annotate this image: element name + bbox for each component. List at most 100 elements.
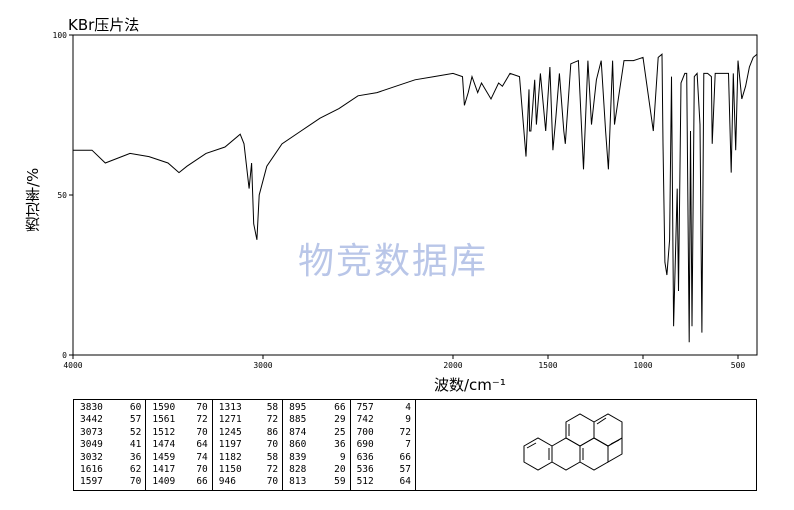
- peak-transmittance: 58: [266, 451, 279, 463]
- peak-wavenumber: 1561: [152, 414, 176, 426]
- peak-wavenumber: 742: [356, 414, 374, 426]
- peak-wavenumber: 1459: [152, 451, 176, 463]
- peak-wavenumber: 690: [356, 439, 374, 451]
- peak-row: 874 25: [289, 427, 345, 439]
- peak-wavenumber: 813: [289, 476, 307, 488]
- peak-column-1: 3830 60 3442 57 3073 52 3049 41 3032 36 1616 62 1597…: [74, 400, 147, 490]
- peak-transmittance: 70: [129, 476, 142, 488]
- peak-transmittance: 60: [129, 402, 142, 413]
- peak-wavenumber: 3442: [80, 414, 103, 426]
- peak-row: 1313 58: [219, 402, 278, 414]
- peak-row: 1561 72: [152, 414, 207, 426]
- peak-wavenumber: 946: [218, 476, 236, 488]
- x-tick-label: 2000: [443, 361, 462, 370]
- peak-row: 1616 62: [80, 464, 141, 476]
- peak-wavenumber: 1150: [218, 464, 242, 476]
- peak-column-4: 895 66 885 29 874 25 860 36 839 9 828 20 813 59: [283, 400, 351, 490]
- peak-transmittance: 64: [196, 439, 208, 451]
- peak-wavenumber: 828: [289, 464, 307, 476]
- peak-column-3: 1313 58 1271 72 1245 86 1197 70 1182 58 1150 72 946 7…: [213, 400, 284, 490]
- peak-wavenumber: 1197: [218, 439, 242, 451]
- peak-wavenumber: 885: [289, 414, 307, 426]
- peak-wavenumber: 536: [356, 464, 374, 476]
- peak-wavenumber: 757: [356, 402, 374, 413]
- peak-row: 1271 72: [219, 414, 278, 426]
- peak-wavenumber: 1417: [152, 464, 176, 476]
- peak-row: 690 7: [357, 439, 411, 451]
- peak-transmittance: 74: [196, 451, 208, 463]
- peak-row: 1474 64: [152, 439, 207, 451]
- peak-wavenumber: 3049: [80, 439, 103, 451]
- peak-wavenumber: 1245: [218, 426, 242, 438]
- peak-column-5: 757 4 742 9 700 72 690 7 636 66 536 57 512 64: [351, 400, 416, 490]
- peak-row: 536 57: [357, 464, 411, 476]
- ir-spectrum-plot: 4000 3000 2000 1500 1000 500 0 50 100: [53, 31, 758, 370]
- peak-transmittance: 36: [129, 451, 142, 463]
- peak-row: 3049 41: [80, 439, 141, 451]
- peak-transmittance: 70: [196, 402, 208, 413]
- x-tick-label: 1500: [538, 361, 557, 370]
- peak-row: 813 59: [289, 476, 345, 488]
- structure-diagram: [523, 413, 623, 471]
- peak-row: 1512 70: [152, 427, 207, 439]
- peak-row: 1182 58: [219, 452, 278, 464]
- peak-transmittance: 36: [334, 439, 346, 451]
- peak-row: 1459 74: [152, 452, 207, 464]
- benzopyrene-rings: [523, 413, 623, 471]
- peak-transmittance: 58: [266, 402, 279, 413]
- peak-transmittance: 66: [334, 402, 346, 413]
- x-tick-label: 3000: [253, 361, 272, 370]
- y-tick-label: 50: [57, 191, 67, 200]
- peak-wavenumber: 1474: [152, 439, 176, 451]
- peak-row: 3442 57: [80, 414, 141, 426]
- peak-wavenumber: 3073: [80, 426, 103, 438]
- peak-transmittance: 66: [399, 451, 411, 463]
- peak-transmittance: 41: [129, 439, 142, 451]
- x-tick-label: 4000: [63, 361, 82, 370]
- peak-row: 1245 86: [219, 427, 278, 439]
- y-tick-label: 0: [62, 351, 67, 360]
- peak-row: 3073 52: [80, 427, 141, 439]
- peak-transmittance: 59: [334, 476, 346, 488]
- peak-transmittance: 70: [266, 476, 279, 488]
- transmittance-series: [73, 53, 758, 343]
- peak-transmittance: 86: [266, 426, 279, 438]
- peak-row: 1590 70: [152, 402, 207, 414]
- molecular-structure: [416, 400, 756, 490]
- chart-title: KBr压片法: [68, 16, 140, 34]
- axis-ticks: 4000 3000 2000 1500 1000 500 0 50 100: [53, 31, 746, 370]
- peak-row: 1409 66: [152, 476, 207, 488]
- peak-transmittance: 66: [196, 476, 208, 488]
- peak-wavenumber: 1313: [218, 402, 242, 413]
- peak-table: 3830 60 3442 57 3073 52 3049 41 3032 36 1616 62 1597…: [73, 399, 757, 491]
- peak-row: 1417 70: [152, 464, 207, 476]
- peak-wavenumber: 1409: [152, 476, 176, 488]
- peak-transmittance: 72: [399, 426, 411, 438]
- peak-transmittance: 57: [129, 414, 142, 426]
- peak-transmittance: 29: [334, 414, 346, 426]
- plot-frame: [72, 34, 758, 356]
- peak-wavenumber: 839: [289, 451, 307, 463]
- peak-transmittance: 70: [196, 426, 208, 438]
- peak-wavenumber: 512: [356, 476, 374, 488]
- peak-row: 1150 72: [219, 464, 278, 476]
- peak-transmittance: 52: [129, 426, 142, 438]
- peak-transmittance: 4: [405, 402, 411, 413]
- peak-transmittance: 25: [334, 426, 346, 438]
- peak-transmittance: 70: [196, 464, 208, 476]
- x-tick-label: 500: [731, 361, 746, 370]
- peak-wavenumber: 874: [289, 426, 307, 438]
- peak-row: 3830 60: [80, 402, 141, 414]
- peak-row: 3032 36: [80, 452, 141, 464]
- peak-row: 828 20: [289, 464, 345, 476]
- peak-wavenumber: 1271: [218, 414, 242, 426]
- peak-row: 860 36: [289, 439, 345, 451]
- peak-wavenumber: 1616: [80, 464, 103, 476]
- peak-row: 1197 70: [219, 439, 278, 451]
- peak-transmittance: 62: [129, 464, 142, 476]
- peak-wavenumber: 1512: [152, 426, 176, 438]
- peak-row: 700 72: [357, 427, 411, 439]
- peak-wavenumber: 3830: [80, 402, 103, 413]
- peak-transmittance: 72: [266, 414, 279, 426]
- peak-row: 839 9: [289, 452, 345, 464]
